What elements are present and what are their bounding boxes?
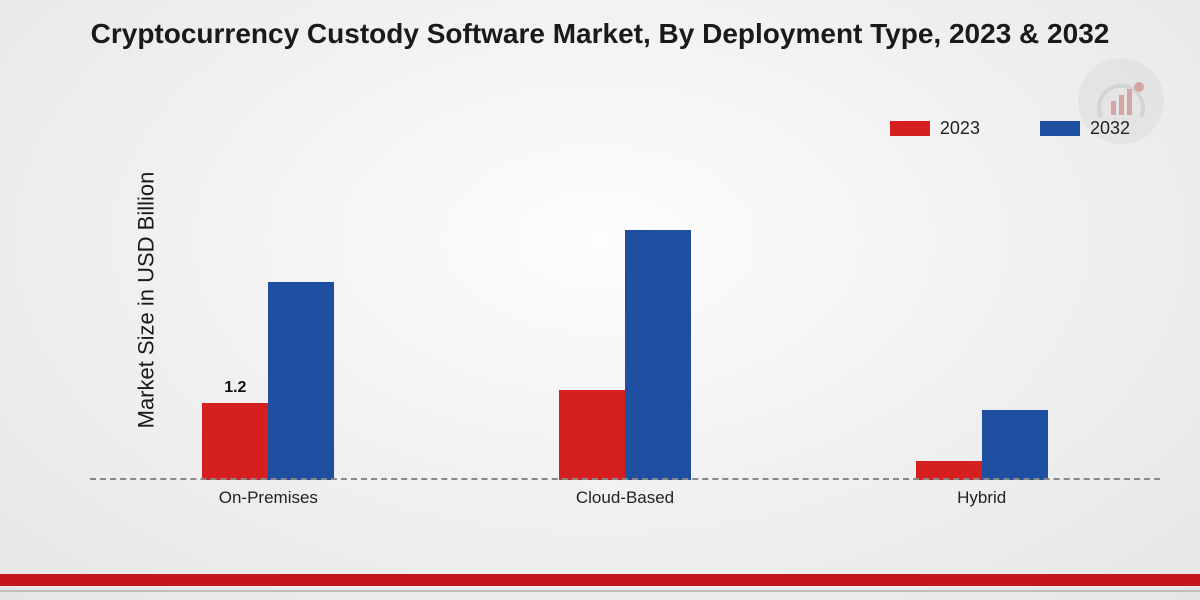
bar-hybrid-2032 xyxy=(982,410,1048,480)
xlabel-cloud-based: Cloud-Based xyxy=(447,480,804,522)
bar-on-premises-2023-wrap: 1.2 xyxy=(202,403,268,480)
xlabel-hybrid: Hybrid xyxy=(803,480,1160,522)
legend: 2023 2032 xyxy=(0,118,1130,139)
bar-on-premises-2032 xyxy=(268,282,334,480)
legend-item-2032: 2032 xyxy=(1040,118,1130,139)
bar-label-on-premises-2023: 1.2 xyxy=(224,379,246,397)
bar-groups: 1.2 xyxy=(90,160,1160,480)
bar-cloud-based-2032 xyxy=(625,230,691,480)
footer-accent-bar xyxy=(0,574,1200,586)
group-cloud-based xyxy=(447,160,804,480)
footer-divider-line xyxy=(0,590,1200,592)
group-hybrid xyxy=(803,160,1160,480)
bar-on-premises-2023 xyxy=(202,403,268,480)
chart-title: Cryptocurrency Custody Software Market, … xyxy=(0,18,1200,50)
legend-label-2023: 2023 xyxy=(940,118,980,139)
legend-label-2032: 2032 xyxy=(1090,118,1130,139)
chart-container: Cryptocurrency Custody Software Market, … xyxy=(0,0,1200,600)
legend-item-2023: 2023 xyxy=(890,118,980,139)
legend-swatch-2023 xyxy=(890,121,930,136)
plot-area: 1.2 On-Premises Cloud-Based Hybrid xyxy=(90,160,1160,522)
x-axis-labels: On-Premises Cloud-Based Hybrid xyxy=(90,480,1160,522)
xlabel-on-premises: On-Premises xyxy=(90,480,447,522)
bar-cloud-based-2023 xyxy=(559,390,625,480)
group-on-premises: 1.2 xyxy=(90,160,447,480)
legend-swatch-2032 xyxy=(1040,121,1080,136)
